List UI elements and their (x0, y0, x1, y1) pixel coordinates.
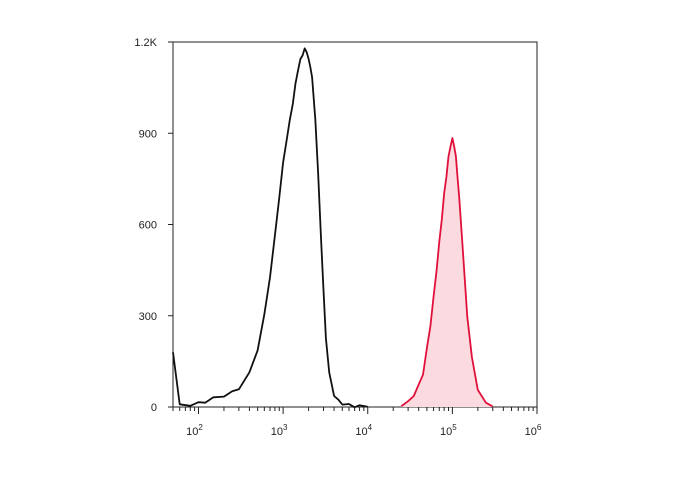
x-tick-label-2: 104 (355, 423, 372, 438)
series-1-line (400, 137, 494, 408)
x-tick-exponent-0: 2 (198, 423, 203, 432)
y-tick-label-0: 0 (151, 402, 157, 414)
y-tick-label-1: 300 (139, 311, 157, 323)
y-tick-label-2: 600 (139, 220, 157, 232)
x-tick-label-4: 106 (525, 423, 542, 438)
x-tick-exponent-3: 5 (452, 423, 457, 432)
x-tick-label-3: 105 (440, 423, 457, 438)
series-0-line (172, 47, 368, 409)
x-axis: 102 103 104 105 106 (172, 407, 542, 438)
x-tick-exponent-4: 6 (537, 423, 542, 432)
x-tick-exponent-1: 3 (283, 423, 288, 432)
x-tick-label-0: 102 (186, 423, 203, 438)
x-tick-label-1: 103 (271, 423, 288, 438)
y-axis: 0 300 600 900 1.2K (134, 37, 173, 414)
y-tick-label-3: 900 (139, 128, 157, 140)
y-tick-label-4: 1.2K (134, 37, 157, 49)
series-1-area (401, 139, 493, 408)
x-tick-exponent-2: 4 (368, 423, 373, 432)
plot-frame (172, 41, 538, 408)
series-layer (172, 47, 494, 409)
